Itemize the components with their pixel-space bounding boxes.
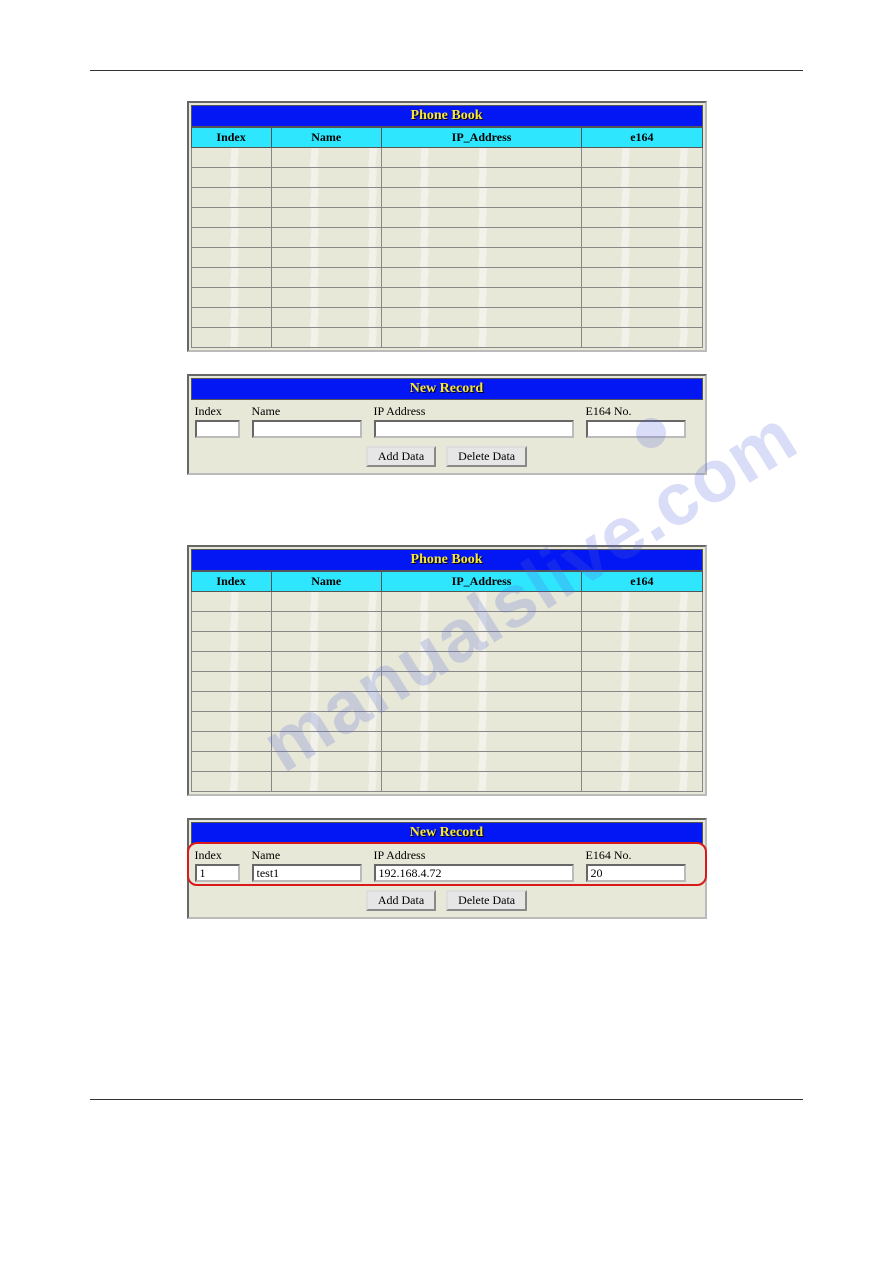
table-row <box>191 692 702 712</box>
col-ip: IP_Address <box>381 572 581 592</box>
table-row <box>191 732 702 752</box>
input-e164-2[interactable] <box>586 864 686 882</box>
table-row <box>191 208 702 228</box>
col-ip: IP_Address <box>381 128 581 148</box>
input-ip[interactable] <box>374 420 574 438</box>
phonebook-title-2: Phone Book <box>191 549 703 571</box>
table-row <box>191 228 702 248</box>
table-row <box>191 268 702 288</box>
input-name[interactable] <box>252 420 362 438</box>
label-name-2: Name <box>252 848 362 863</box>
input-index[interactable] <box>195 420 240 438</box>
table-row <box>191 308 702 328</box>
phonebook-panel-1: Phone Book Index Name IP_Address e164 <box>187 101 707 352</box>
newrecord-title-2: New Record <box>191 822 703 844</box>
field-name: Name <box>252 404 362 438</box>
field-index-2: Index <box>195 848 240 882</box>
label-e164: E164 No. <box>586 404 686 419</box>
table-row <box>191 672 702 692</box>
label-ip: IP Address <box>374 404 574 419</box>
label-name: Name <box>252 404 362 419</box>
table-row <box>191 248 702 268</box>
delete-data-button-2[interactable]: Delete Data <box>446 890 527 911</box>
phonebook-table-2: Index Name IP_Address e164 <box>191 571 703 792</box>
table-row <box>191 148 702 168</box>
label-index-2: Index <box>195 848 240 863</box>
phonebook-thead: Index Name IP_Address e164 <box>191 128 702 148</box>
table-row <box>191 168 702 188</box>
field-ip: IP Address <box>374 404 574 438</box>
table-row <box>191 712 702 732</box>
top-rule <box>90 70 803 71</box>
form-row-1: Index Name IP Address E164 No. <box>191 400 703 440</box>
table-row <box>191 752 702 772</box>
phonebook-tbody-2 <box>191 592 702 792</box>
field-index: Index <box>195 404 240 438</box>
col-name: Name <box>271 572 381 592</box>
col-e164: e164 <box>582 572 702 592</box>
input-ip-2[interactable] <box>374 864 574 882</box>
col-index: Index <box>191 128 271 148</box>
newrecord-title: New Record <box>191 378 703 400</box>
field-e164-2: E164 No. <box>586 848 686 882</box>
newrecord-panel-1: New Record Index Name IP Address E164 No… <box>187 374 707 475</box>
label-index: Index <box>195 404 240 419</box>
input-name-2[interactable] <box>252 864 362 882</box>
field-name-2: Name <box>252 848 362 882</box>
phonebook-title: Phone Book <box>191 105 703 127</box>
button-row-2: Add Data Delete Data <box>191 884 703 915</box>
add-data-button-2[interactable]: Add Data <box>366 890 436 911</box>
bottom-rule <box>90 1099 803 1100</box>
add-data-button[interactable]: Add Data <box>366 446 436 467</box>
input-e164[interactable] <box>586 420 686 438</box>
table-row <box>191 652 702 672</box>
field-ip-2: IP Address <box>374 848 574 882</box>
phonebook-table-1: Index Name IP_Address e164 <box>191 127 703 348</box>
col-name: Name <box>271 128 381 148</box>
delete-data-button[interactable]: Delete Data <box>446 446 527 467</box>
table-row <box>191 288 702 308</box>
newrecord-panel-2: New Record Index Name IP Address E164 No… <box>187 818 707 919</box>
table-row <box>191 188 702 208</box>
table-row <box>191 612 702 632</box>
table-row <box>191 772 702 792</box>
form-row-2: Index Name IP Address E164 No. <box>191 844 703 884</box>
label-ip-2: IP Address <box>374 848 574 863</box>
phonebook-panel-2: Phone Book Index Name IP_Address e164 <box>187 545 707 796</box>
button-row-1: Add Data Delete Data <box>191 440 703 471</box>
page: Phone Book Index Name IP_Address e164 <box>0 0 893 1210</box>
table-row <box>191 592 702 612</box>
table-row <box>191 632 702 652</box>
phonebook-tbody-1 <box>191 148 702 348</box>
field-e164: E164 No. <box>586 404 686 438</box>
label-e164-2: E164 No. <box>586 848 686 863</box>
input-index-2[interactable] <box>195 864 240 882</box>
table-row <box>191 328 702 348</box>
col-index: Index <box>191 572 271 592</box>
col-e164: e164 <box>582 128 702 148</box>
